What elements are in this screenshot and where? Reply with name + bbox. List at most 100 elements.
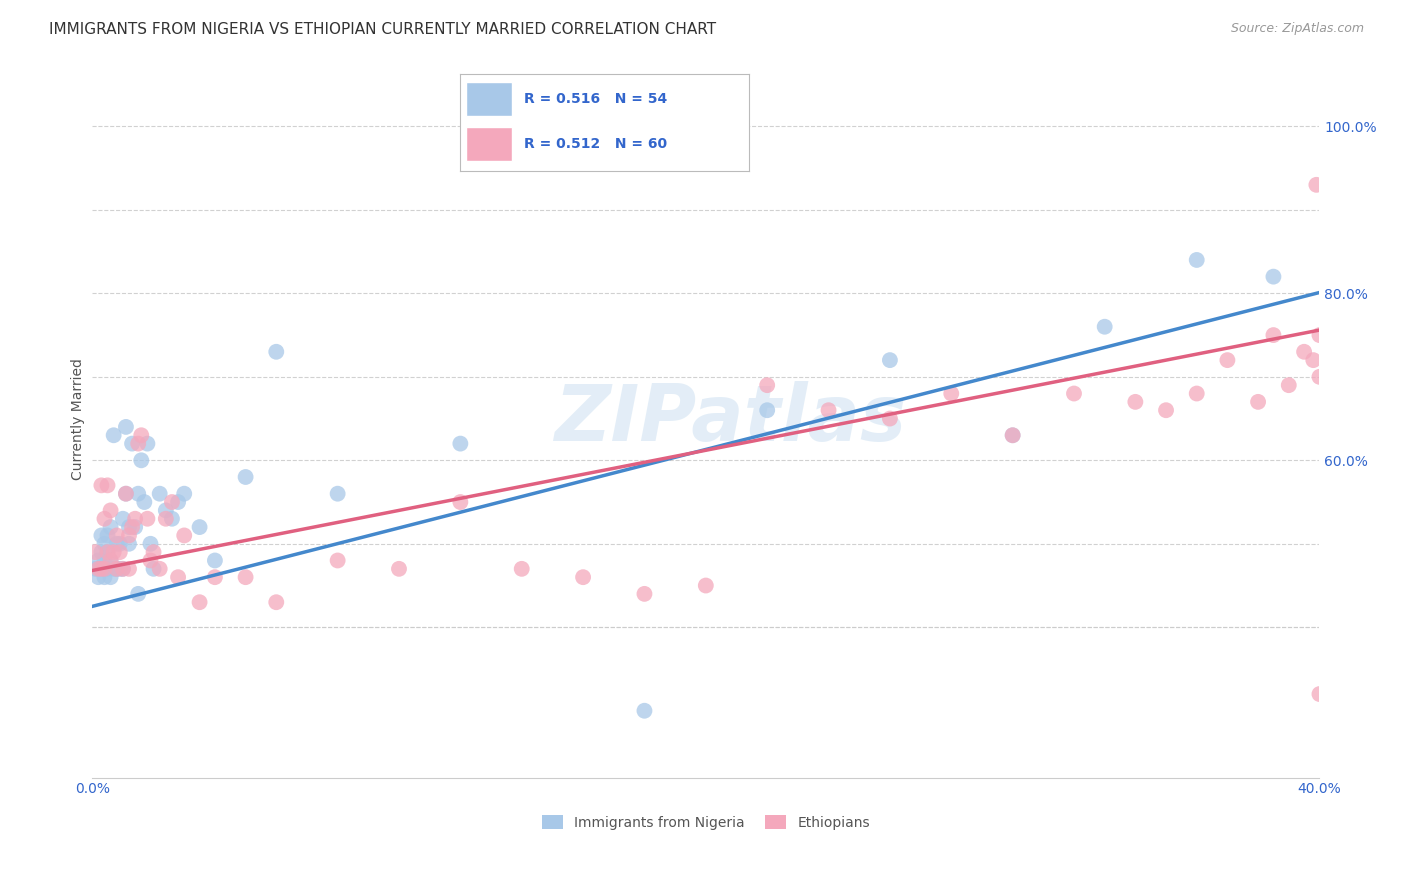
Point: [105, 562, 128, 576]
Point: [93, 553, 115, 567]
Point: [204, 570, 226, 584]
Point: [129, 428, 152, 442]
Point: [160, 512, 183, 526]
Point: [100, 520, 122, 534]
Point: [1216, 353, 1239, 368]
Point: [93, 512, 115, 526]
Point: [100, 553, 122, 567]
Point: [87, 562, 110, 576]
Point: [139, 553, 162, 567]
Point: [264, 344, 287, 359]
Point: [326, 553, 349, 567]
Point: [118, 528, 141, 542]
Point: [108, 545, 131, 559]
Point: [264, 595, 287, 609]
Point: [1094, 319, 1116, 334]
Point: [173, 528, 195, 542]
Point: [103, 545, 125, 559]
Point: [93, 562, 115, 576]
Point: [84, 545, 107, 559]
Point: [90, 562, 112, 576]
Point: [188, 595, 211, 609]
Point: [188, 520, 211, 534]
Point: [155, 503, 177, 517]
Point: [96, 562, 118, 576]
Point: [1185, 386, 1208, 401]
Point: [118, 520, 141, 534]
Point: [1185, 252, 1208, 267]
Point: [124, 520, 146, 534]
Point: [115, 486, 138, 500]
Point: [115, 420, 138, 434]
Point: [111, 512, 134, 526]
Point: [127, 587, 149, 601]
Point: [118, 562, 141, 576]
Point: [121, 520, 143, 534]
Point: [1001, 428, 1024, 442]
Text: IMMIGRANTS FROM NIGERIA VS ETHIOPIAN CURRENTLY MARRIED CORRELATION CHART: IMMIGRANTS FROM NIGERIA VS ETHIOPIAN CUR…: [49, 22, 716, 37]
Point: [136, 436, 159, 450]
Point: [105, 528, 128, 542]
Point: [121, 436, 143, 450]
Point: [134, 495, 156, 509]
Point: [84, 562, 107, 576]
Point: [87, 570, 110, 584]
Point: [1278, 378, 1301, 392]
Point: [572, 570, 595, 584]
Point: [96, 528, 118, 542]
Point: [167, 570, 190, 584]
Point: [118, 537, 141, 551]
Point: [1263, 269, 1285, 284]
Point: [1263, 328, 1285, 343]
Point: [100, 553, 122, 567]
Point: [1308, 369, 1330, 384]
Point: [941, 386, 963, 401]
Point: [90, 545, 112, 559]
Point: [124, 512, 146, 526]
Point: [115, 486, 138, 500]
Point: [695, 578, 717, 592]
Text: Source: ZipAtlas.com: Source: ZipAtlas.com: [1230, 22, 1364, 36]
Point: [449, 495, 471, 509]
Point: [93, 537, 115, 551]
Point: [1125, 395, 1147, 409]
Point: [235, 570, 257, 584]
Point: [127, 436, 149, 450]
Point: [1294, 344, 1316, 359]
Point: [235, 470, 257, 484]
Point: [879, 411, 901, 425]
Point: [1302, 353, 1324, 368]
Point: [129, 453, 152, 467]
Point: [87, 553, 110, 567]
Point: [111, 562, 134, 576]
Point: [204, 553, 226, 567]
Point: [1308, 328, 1330, 343]
Point: [756, 403, 779, 417]
Point: [326, 486, 349, 500]
Point: [108, 537, 131, 551]
Point: [449, 436, 471, 450]
Point: [105, 562, 128, 576]
Point: [1305, 178, 1327, 192]
Point: [100, 570, 122, 584]
Legend: Immigrants from Nigeria, Ethiopians: Immigrants from Nigeria, Ethiopians: [536, 809, 876, 835]
Point: [103, 428, 125, 442]
Point: [388, 562, 411, 576]
Point: [510, 562, 533, 576]
Point: [756, 378, 779, 392]
Point: [127, 486, 149, 500]
Point: [633, 587, 655, 601]
Y-axis label: Currently Married: Currently Married: [72, 358, 86, 480]
Point: [142, 562, 165, 576]
Point: [105, 537, 128, 551]
Point: [633, 704, 655, 718]
Point: [90, 562, 112, 576]
Point: [149, 562, 172, 576]
Point: [879, 353, 901, 368]
Point: [149, 486, 172, 500]
Point: [173, 486, 195, 500]
Point: [96, 545, 118, 559]
Point: [93, 570, 115, 584]
Point: [155, 512, 177, 526]
Point: [160, 495, 183, 509]
